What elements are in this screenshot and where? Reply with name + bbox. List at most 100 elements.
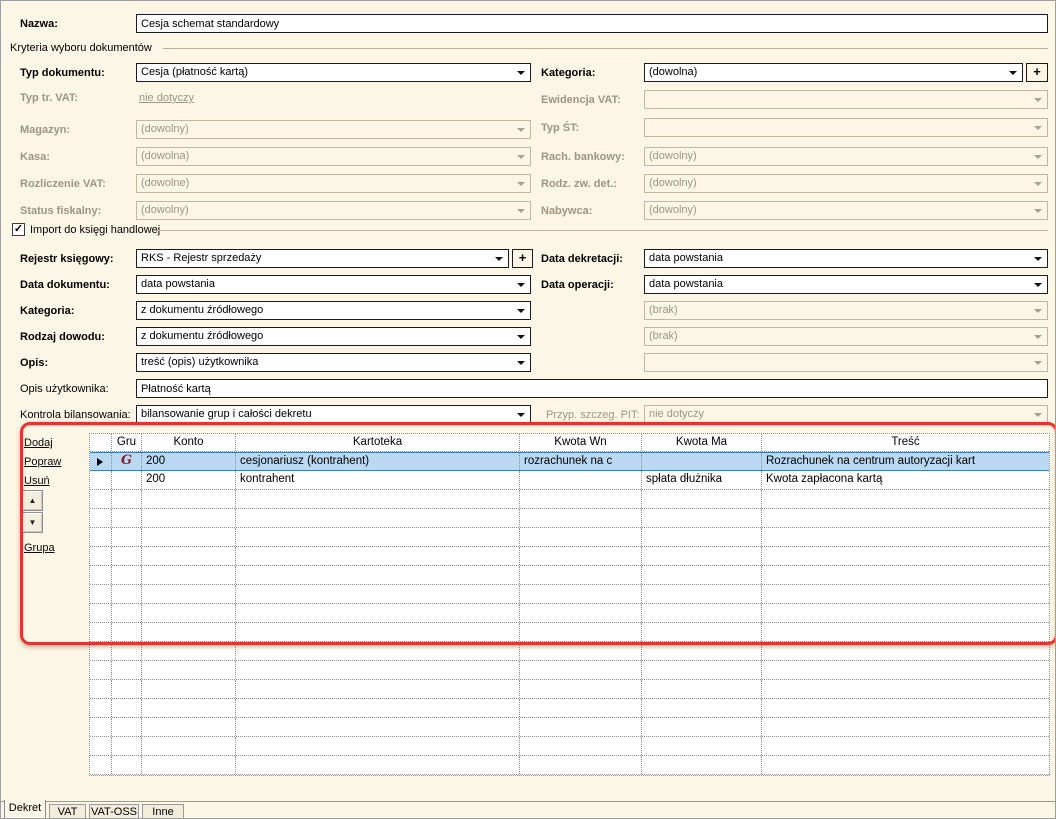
opis-dropdown[interactable]: treść (opis) użytkownika — [136, 353, 531, 372]
empty-cell — [520, 699, 642, 717]
kategoria-import-value: z dokumentu źródłowego — [141, 304, 264, 316]
table-row-empty[interactable] — [90, 547, 1049, 566]
move-down-button[interactable]: ▼ — [22, 512, 43, 533]
data-dekretacji-dropdown[interactable]: data powstania — [644, 249, 1048, 268]
tab-vat-oss[interactable]: VAT-OSS — [89, 804, 139, 818]
przyp-szczeg-pit-dropdown: nie dotyczy — [644, 405, 1048, 424]
empty-cell — [762, 661, 1049, 679]
empty-cell — [142, 566, 236, 584]
typ-dokumentu-dropdown[interactable]: Cesja (płatność kartą) — [136, 63, 531, 82]
empty-cell — [762, 585, 1049, 603]
column-header-kartoteka: Kartoteka — [236, 434, 520, 451]
empty-cell — [642, 642, 762, 660]
chevron-down-icon — [495, 257, 503, 261]
empty-cell — [142, 509, 236, 527]
chevron-down-icon — [517, 128, 525, 132]
data-dokumentu-value: data powstania — [141, 278, 215, 290]
table-row[interactable]: 200 kontrahent spłata dłużnika Kwota zap… — [90, 471, 1049, 490]
empty-cell — [90, 642, 112, 660]
cell-kwota-wn — [520, 471, 642, 489]
data-dokumentu-label: Data dokumentu: — [20, 279, 110, 291]
opis-uzytkownika-input[interactable] — [136, 379, 1048, 398]
empty-cell — [762, 604, 1049, 622]
empty-cell — [90, 623, 112, 641]
column-header-kwota-wn: Kwota Wn — [520, 434, 642, 451]
rodz-zw-det-dropdown: (dowolny) — [644, 174, 1048, 193]
table-row-empty[interactable] — [90, 680, 1049, 699]
table-row-empty[interactable] — [90, 737, 1049, 756]
typ-tr-vat-link[interactable]: nie dotyczy — [139, 92, 195, 104]
data-dokumentu-dropdown[interactable]: data powstania — [136, 275, 531, 294]
delete-entry-link[interactable]: Usuń — [24, 475, 50, 487]
table-row-empty[interactable] — [90, 756, 1049, 775]
chevron-down-icon — [1034, 283, 1042, 287]
import-group-line — [153, 230, 1048, 231]
empty-cell — [642, 490, 762, 508]
table-row-empty[interactable] — [90, 585, 1049, 604]
empty-cell — [762, 547, 1049, 565]
move-up-button[interactable]: ▲ — [22, 490, 43, 511]
tab-dekret[interactable]: Dekret — [4, 800, 46, 818]
tab-vat[interactable]: VAT — [49, 804, 86, 818]
table-row-selected[interactable]: G 200 cesjonariusz (kontrahent) rozrachu… — [90, 452, 1049, 471]
rodzaj-dowodu-dropdown[interactable]: z dokumentu źródłowego — [136, 327, 531, 346]
kategoria-add-button[interactable]: + — [1026, 63, 1048, 82]
table-row-empty[interactable] — [90, 604, 1049, 623]
cell-konto: 200 — [142, 453, 236, 470]
rejestr-ksiegowy-dropdown[interactable]: RKS - Rejestr sprzedaży — [136, 249, 509, 268]
import-checkbox[interactable]: ✓ — [12, 223, 25, 236]
table-row-empty[interactable] — [90, 718, 1049, 737]
empty-cell — [142, 699, 236, 717]
rejestr-add-button[interactable]: + — [512, 249, 533, 268]
chevron-down-icon — [1034, 361, 1042, 365]
rach-bankowy-dropdown: (dowolny) — [644, 147, 1048, 166]
table-row-empty[interactable] — [90, 509, 1049, 528]
chevron-down-icon — [517, 335, 525, 339]
chevron-down-icon — [517, 71, 525, 75]
empty-cell — [520, 490, 642, 508]
group-link[interactable]: Grupa — [24, 542, 55, 554]
table-row-empty[interactable] — [90, 566, 1049, 585]
criteria-group-line — [163, 48, 1048, 49]
kontrola-bilansowania-dropdown[interactable]: bilansowanie grup i całości dekretu — [136, 405, 531, 424]
nazwa-input[interactable] — [136, 14, 1048, 33]
empty-cell — [236, 661, 520, 679]
empty-cell — [112, 737, 142, 755]
table-row-empty[interactable] — [90, 528, 1049, 547]
data-operacji-dropdown[interactable]: data powstania — [644, 275, 1048, 294]
kategoria-import-label: Kategoria: — [20, 305, 75, 317]
chevron-down-icon — [1034, 155, 1042, 159]
table-row-empty[interactable] — [90, 490, 1049, 509]
table-row-empty[interactable] — [90, 623, 1049, 642]
chevron-down-icon — [517, 283, 525, 287]
table-row-empty[interactable] — [90, 661, 1049, 680]
table-row-empty[interactable] — [90, 699, 1049, 718]
tab-inne[interactable]: Inne — [142, 804, 184, 818]
empty-cell — [520, 756, 642, 774]
empty-cell — [520, 585, 642, 603]
add-entry-link[interactable]: Dodaj — [24, 437, 53, 449]
empty-cell — [112, 718, 142, 736]
empty-cell — [642, 623, 762, 641]
tab-strip-line — [1, 801, 1055, 802]
empty-cell — [112, 680, 142, 698]
empty-cell — [236, 699, 520, 717]
empty-cell — [236, 680, 520, 698]
empty-cell — [762, 528, 1049, 546]
edit-entry-link[interactable]: Popraw — [24, 456, 62, 468]
brak-1-value: (brak) — [649, 304, 678, 316]
rodz-zw-det-label: Rodz. zw. det.: — [541, 178, 617, 190]
table-row-empty[interactable] — [90, 642, 1049, 661]
chevron-down-icon — [517, 413, 525, 417]
przyp-szczeg-pit-label: Przyp. szczeg. PIT: — [546, 409, 640, 421]
chevron-down-icon — [1034, 209, 1042, 213]
kategoria-dropdown[interactable]: (dowolna) — [644, 63, 1023, 82]
empty-cell — [112, 642, 142, 660]
empty-cell — [142, 737, 236, 755]
typ-st-label: Typ ŚT: — [541, 122, 580, 134]
empty-cell — [90, 566, 112, 584]
kategoria-import-dropdown[interactable]: z dokumentu źródłowego — [136, 301, 531, 320]
opis-uzytkownika-label: Opis użytkownika: — [20, 383, 109, 395]
empty-disabled-dropdown — [644, 353, 1048, 372]
empty-cell — [762, 509, 1049, 527]
